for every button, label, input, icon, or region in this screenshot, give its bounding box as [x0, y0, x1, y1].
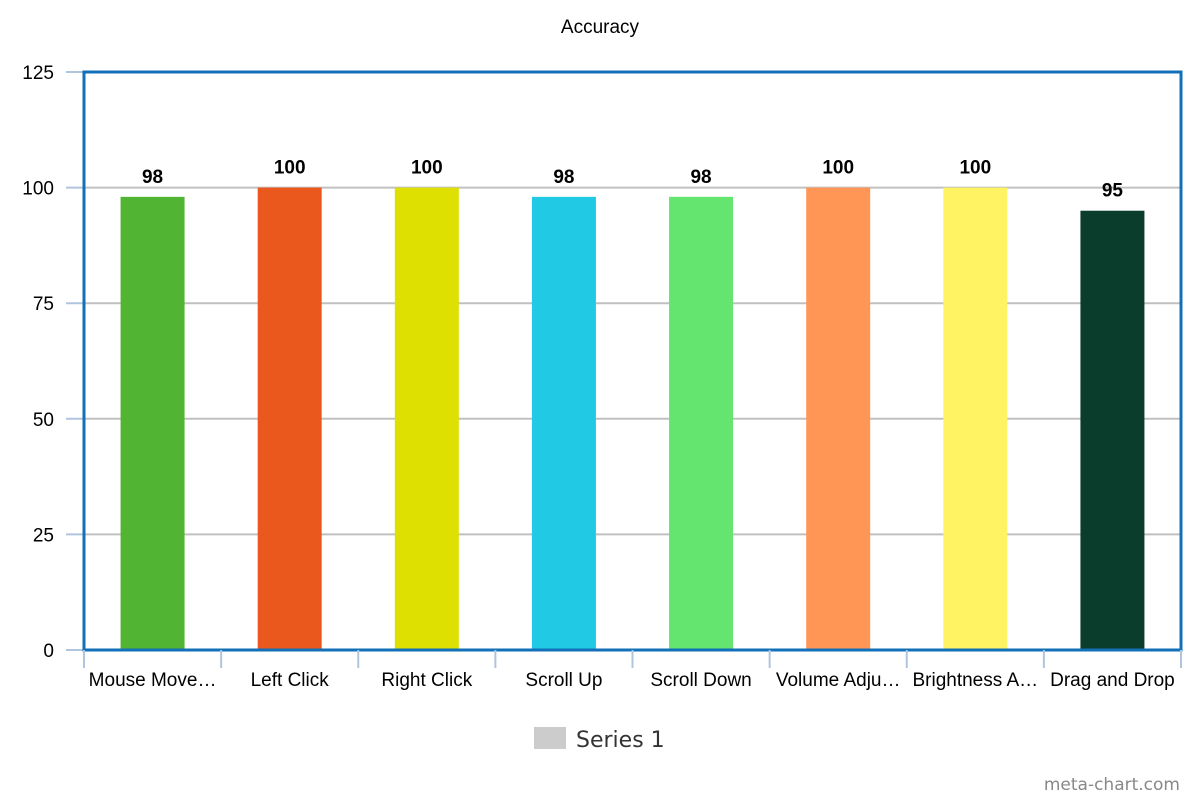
y-tick-label: 125: [22, 63, 54, 84]
legend: Series 1: [534, 727, 665, 753]
bar: [394, 187, 459, 650]
y-tick-label: 75: [33, 294, 54, 315]
x-tick-label: Volume Adju…: [776, 670, 901, 691]
data-label: 98: [690, 167, 711, 188]
bar: [531, 196, 596, 650]
data-label: 100: [822, 158, 854, 179]
credit-text: meta-chart.com: [1044, 775, 1180, 795]
x-tick-label: Drag and Drop: [1050, 670, 1175, 691]
chart-title: Accuracy: [561, 17, 640, 38]
bar: [669, 196, 734, 650]
bar: [1080, 210, 1145, 650]
bar: [120, 196, 185, 650]
y-tick-label: 50: [33, 410, 54, 431]
data-label: 100: [274, 158, 306, 179]
data-label: 95: [1102, 181, 1124, 202]
data-labels: 98 100 100 98 98 100 100 95: [142, 158, 1123, 202]
bar: [257, 187, 322, 650]
y-tick-label: 25: [33, 525, 54, 546]
bar: [943, 187, 1008, 650]
bar: [806, 187, 871, 650]
legend-label: Series 1: [576, 728, 665, 753]
data-label: 98: [553, 167, 574, 188]
x-tick-label: Left Click: [251, 670, 330, 691]
x-tick-label: Scroll Down: [650, 670, 751, 691]
x-tick-label: Brightness A…: [912, 670, 1038, 691]
y-tick-label: 0: [43, 641, 54, 662]
x-tick-label: Scroll Up: [525, 670, 602, 691]
legend-swatch: [534, 727, 566, 749]
gridlines: [84, 186, 1181, 536]
y-axis: 0 25 50 75 100 125: [22, 63, 84, 662]
y-tick-label: 100: [22, 179, 54, 200]
data-label: 98: [142, 167, 163, 188]
data-label: 100: [411, 158, 443, 179]
plot-frame: [82, 70, 1183, 652]
x-axis: Mouse Move… Left Click Right Click Scroll U…: [83, 650, 1182, 691]
x-tick-label: Mouse Move…: [89, 670, 217, 691]
x-tick-label: Right Click: [381, 670, 472, 691]
bars: [120, 187, 1145, 650]
data-label: 100: [959, 158, 991, 179]
